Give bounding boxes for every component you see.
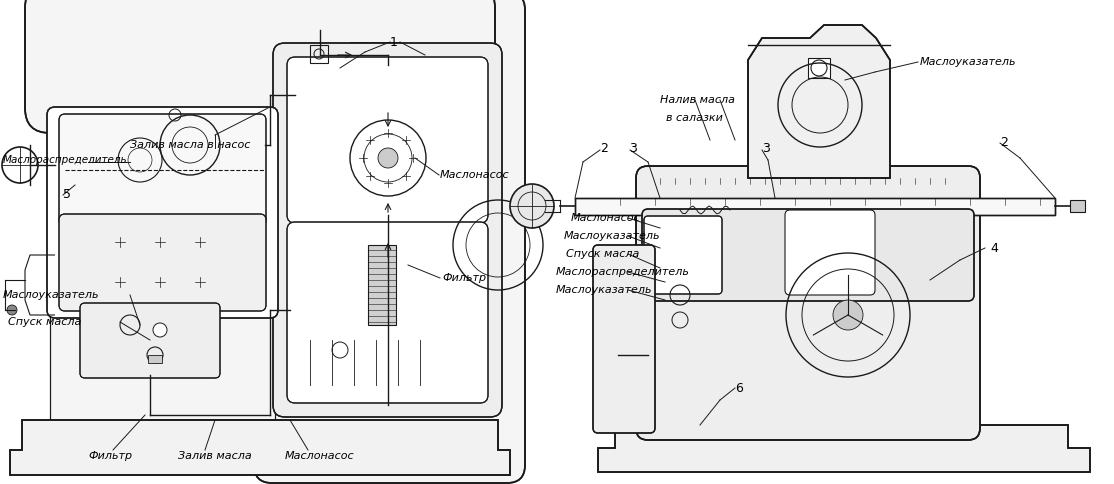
Text: 3: 3: [762, 141, 770, 154]
FancyBboxPatch shape: [80, 303, 219, 378]
Text: Маслоуказатель: Маслоуказатель: [564, 231, 661, 241]
Text: Маслораспределитель: Маслораспределитель: [556, 267, 690, 277]
Text: Фильтр: Фильтр: [88, 451, 133, 461]
Bar: [368, 245, 395, 325]
FancyBboxPatch shape: [254, 0, 525, 483]
Circle shape: [153, 323, 167, 337]
Text: Фильтр: Фильтр: [442, 273, 486, 283]
Text: Маслораспределитель: Маслораспределитель: [3, 155, 128, 165]
Polygon shape: [10, 420, 510, 475]
FancyBboxPatch shape: [59, 114, 266, 226]
Text: Маслоуказатель: Маслоуказатель: [920, 57, 1016, 67]
Circle shape: [833, 300, 863, 330]
FancyBboxPatch shape: [287, 222, 488, 403]
Text: Маслоуказатель: Маслоуказатель: [3, 290, 99, 300]
FancyBboxPatch shape: [25, 0, 495, 133]
Polygon shape: [747, 25, 890, 178]
Polygon shape: [575, 198, 1055, 215]
Text: в салазки: в салазки: [666, 113, 723, 123]
FancyBboxPatch shape: [59, 214, 266, 311]
Text: Налив масла: Налив масла: [659, 95, 735, 105]
FancyBboxPatch shape: [785, 210, 874, 295]
FancyBboxPatch shape: [287, 57, 488, 223]
Text: 2: 2: [600, 141, 608, 154]
Bar: [310, 45, 328, 63]
Circle shape: [378, 148, 398, 168]
Text: 6: 6: [735, 381, 743, 394]
FancyBboxPatch shape: [47, 107, 278, 318]
FancyBboxPatch shape: [636, 166, 980, 440]
Text: Маслонасос: Маслонасос: [285, 451, 354, 461]
Circle shape: [7, 305, 17, 315]
Circle shape: [510, 184, 554, 228]
Text: 1: 1: [390, 35, 398, 48]
Bar: [148, 355, 162, 363]
Text: Маслоуказатель: Маслоуказатель: [556, 285, 653, 295]
Text: 4: 4: [990, 242, 998, 255]
Polygon shape: [598, 425, 1089, 472]
Text: Залив масла: Залив масла: [178, 451, 252, 461]
Text: Залив масла в насос: Залив масла в насос: [130, 140, 251, 150]
Text: Маслонасос: Маслонасос: [571, 213, 641, 223]
Text: 3: 3: [629, 141, 637, 154]
Bar: [1071, 200, 1085, 212]
Text: 5: 5: [63, 188, 71, 201]
Polygon shape: [50, 110, 275, 460]
FancyBboxPatch shape: [642, 209, 974, 301]
Text: 2: 2: [1000, 136, 1008, 149]
Bar: [808, 58, 830, 78]
FancyBboxPatch shape: [593, 245, 655, 433]
FancyBboxPatch shape: [273, 43, 502, 417]
Text: Маслонасос: Маслонасос: [440, 170, 509, 180]
Text: Спуск масла: Спуск масла: [8, 317, 81, 327]
FancyBboxPatch shape: [644, 216, 722, 294]
Text: Спуск масла: Спуск масла: [566, 249, 639, 259]
